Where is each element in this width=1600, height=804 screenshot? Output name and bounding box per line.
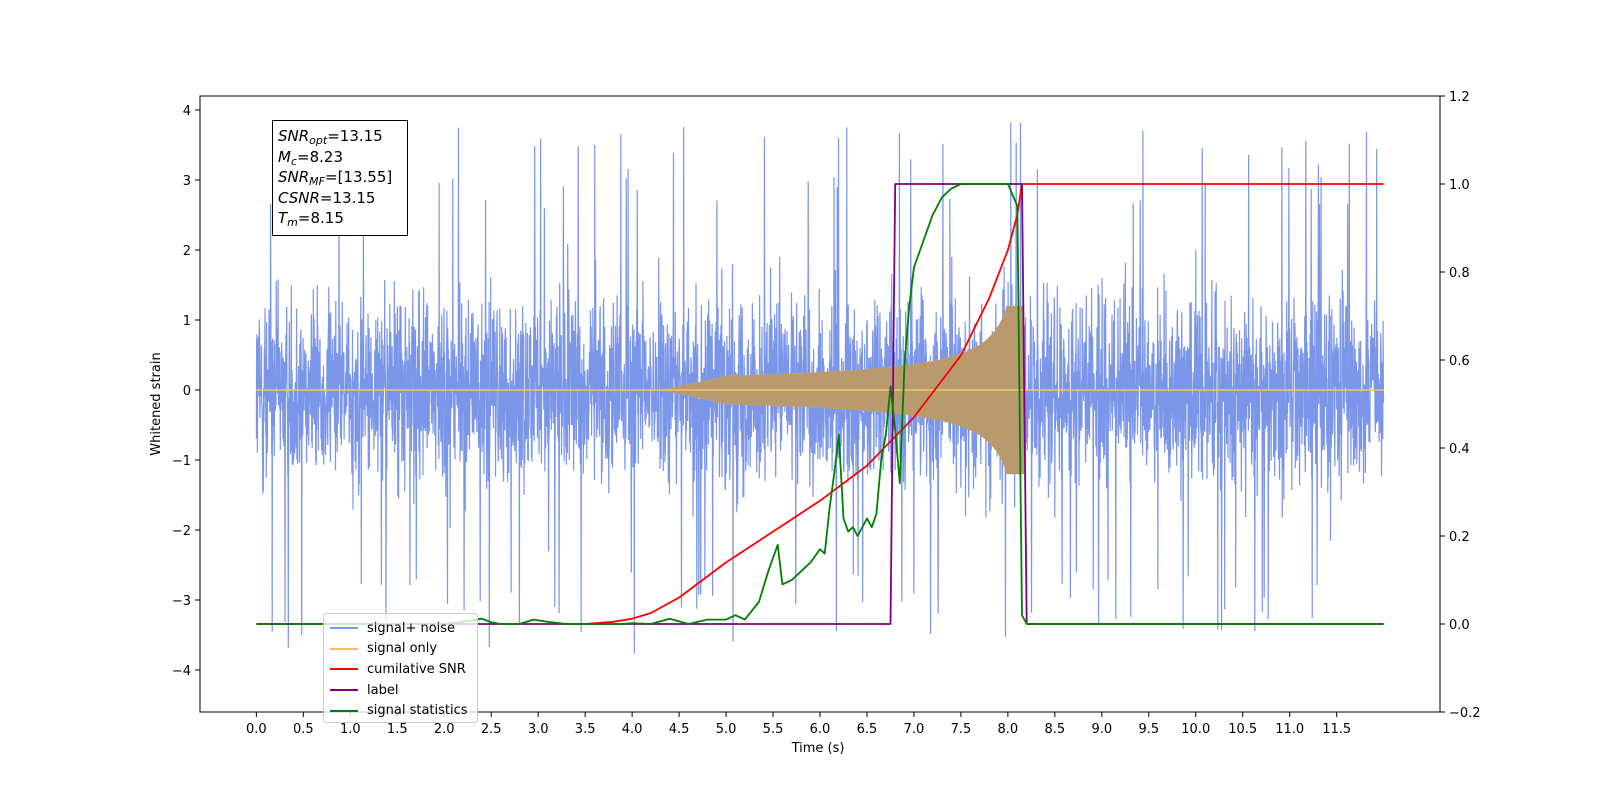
y-tick-label-left: −2 xyxy=(172,524,191,539)
y-tick-label-right: 1.2 xyxy=(1449,90,1470,105)
x-tick-label: 6.0 xyxy=(810,722,831,737)
y-tick-label-right: 1.0 xyxy=(1449,178,1470,193)
y-tick-label-left: −3 xyxy=(172,594,191,609)
y-tick-label-right: 0.6 xyxy=(1449,354,1470,369)
snr-mf-line: SNRMF=[13.55] xyxy=(278,168,393,189)
x-tick-label: 9.5 xyxy=(1138,722,1159,737)
x-tick-label: 8.0 xyxy=(998,722,1019,737)
snr-opt-value: 13.15 xyxy=(339,127,383,145)
legend-swatch xyxy=(330,709,358,712)
data-layer xyxy=(255,122,1385,654)
legend-label: signal only xyxy=(367,641,438,657)
legend-swatch xyxy=(330,668,358,671)
legend-item-signal-only: signal only xyxy=(330,639,471,660)
legend-label: signal+ noise xyxy=(367,620,456,636)
x-tick-label: 3.0 xyxy=(528,722,549,737)
x-tick-label: 10.5 xyxy=(1228,722,1257,737)
x-tick-label: 6.5 xyxy=(857,722,878,737)
x-tick-label: 0.5 xyxy=(293,722,314,737)
mc-line: Mc=8.23 xyxy=(278,147,343,168)
legend-label: label xyxy=(367,682,399,698)
legend-label: cumilative SNR xyxy=(367,661,466,677)
y-tick-label-left: 3 xyxy=(183,174,191,189)
x-tick-label: 5.0 xyxy=(716,722,737,737)
x-tick-label: 11.0 xyxy=(1275,722,1304,737)
legend-swatch xyxy=(330,627,358,630)
x-tick-label: 1.5 xyxy=(387,722,408,737)
x-tick-label: 1.0 xyxy=(340,722,361,737)
x-tick-label: 0.0 xyxy=(246,722,267,737)
x-tick-label: 4.0 xyxy=(622,722,643,737)
y-tick-label-right: −0.2 xyxy=(1449,706,1481,721)
x-tick-label: 7.0 xyxy=(904,722,925,737)
y-tick-label-left: 2 xyxy=(183,244,191,259)
x-tick-label: 9.0 xyxy=(1091,722,1112,737)
mc-value: 8.23 xyxy=(309,147,343,166)
series-cumulative-snr xyxy=(585,183,1384,625)
legend-item-signal-statistics: signal statistics xyxy=(330,700,471,721)
y-tick-label-right: 0.2 xyxy=(1449,530,1470,545)
legend-swatch xyxy=(330,647,358,650)
snr-info-box: SNRopt=13.15 Mc=8.23 SNRMF=[13.55] CSNR=… xyxy=(272,120,408,236)
y-tick-label-left: 4 xyxy=(183,104,191,119)
x-tick-label: 7.5 xyxy=(951,722,972,737)
series-signal-statistics xyxy=(256,183,1384,625)
csnr-value: 13.15 xyxy=(332,188,376,207)
snr-mf-value: [13.55] xyxy=(337,168,393,187)
x-tick-label: 5.5 xyxy=(763,722,784,737)
x-tick-label: 2.0 xyxy=(434,722,455,737)
tm-line: Tm=8.15 xyxy=(278,209,344,230)
y-tick-label-left: 0 xyxy=(183,384,191,399)
legend-item-signal-noise: signal+ noise xyxy=(330,618,471,639)
legend-item-cumulative-snr: cumilative SNR xyxy=(330,659,471,680)
x-tick-label: 2.5 xyxy=(481,722,502,737)
x-tick-label: 8.5 xyxy=(1045,722,1066,737)
snr-opt-line: SNRopt=13.15 xyxy=(278,127,383,147)
x-tick-label: 4.5 xyxy=(669,722,690,737)
y-axis-label: Whitened strain xyxy=(149,352,164,455)
ticks-layer: 0.0 0.5 1.0 1.5 2.0 2.5 3.0 3.5 4.0 4.5 5.0 5.5 6.0 6… xyxy=(172,90,1481,737)
y-tick-label-right: 0.8 xyxy=(1449,266,1470,281)
legend-item-label: label xyxy=(330,680,471,701)
tm-value: 8.15 xyxy=(310,209,344,228)
legend-swatch xyxy=(330,689,358,692)
x-tick-label: 3.5 xyxy=(575,722,596,737)
y-tick-label-left: −1 xyxy=(172,454,191,469)
x-axis-label: Time (s) xyxy=(791,741,845,756)
y-tick-label-right: 0.0 xyxy=(1449,618,1470,633)
csnr-line: CSNR=13.15 xyxy=(278,188,376,207)
x-tick-label: 11.5 xyxy=(1322,722,1351,737)
y-tick-label-left: −4 xyxy=(172,664,191,679)
legend-label: signal statistics xyxy=(367,703,468,719)
series-signal-noise xyxy=(255,122,1385,654)
x-tick-label: 10.0 xyxy=(1181,722,1210,737)
y-tick-label-right: 0.4 xyxy=(1449,442,1470,457)
legend: signal+ noise signal only cumilative SNR… xyxy=(323,613,478,723)
y-tick-label-left: 1 xyxy=(183,314,191,329)
